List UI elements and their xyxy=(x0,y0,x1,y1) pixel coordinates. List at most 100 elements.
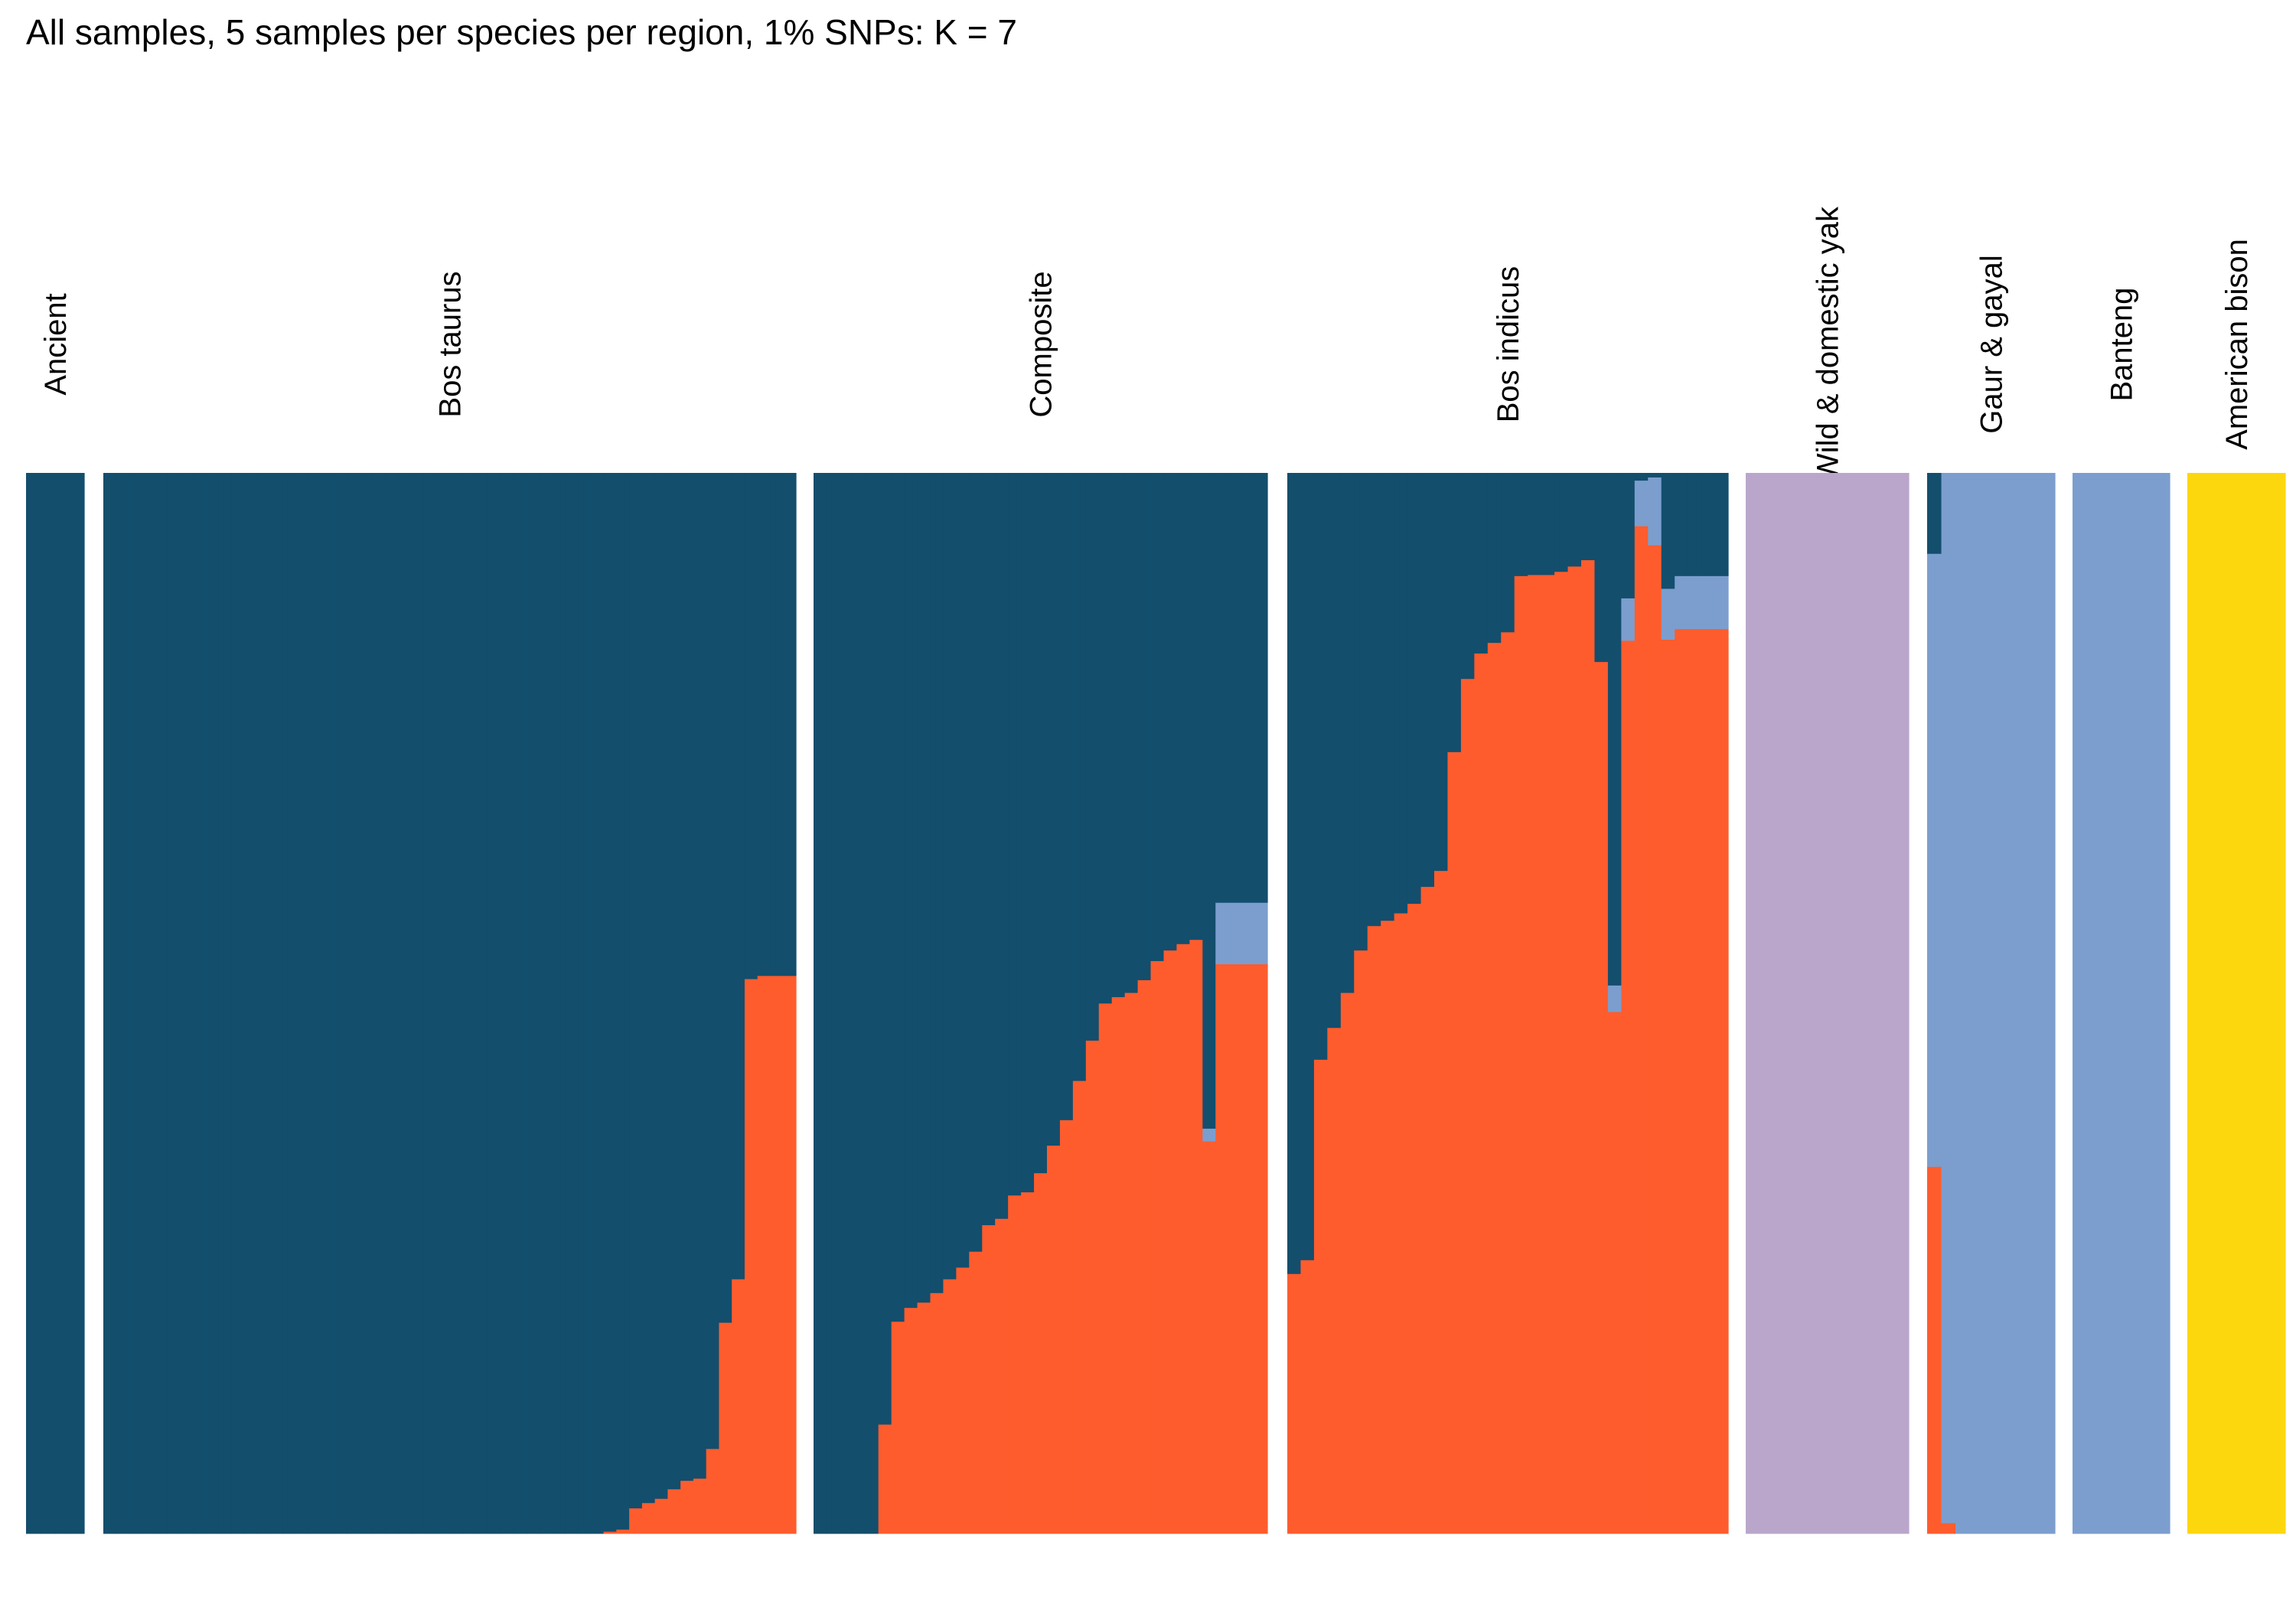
panel-bos-taurus xyxy=(103,473,797,1534)
bar-bos-indicus-15-navy xyxy=(1474,473,1489,654)
bar-american-bison-1-yellow xyxy=(2187,473,2202,1534)
bar-bos-taurus-27-navy xyxy=(436,473,451,1534)
bar-composite-27-navy xyxy=(1150,473,1165,961)
bar-bos-taurus-1-navy xyxy=(103,473,117,1534)
bar-american-bison-6-yellow xyxy=(2257,473,2272,1534)
bar-composite-11-navy xyxy=(943,473,957,1279)
bar-bos-indicus-10-orange xyxy=(1407,903,1422,1534)
bar-composite-9-orange xyxy=(917,1302,931,1534)
bar-composite-22-orange xyxy=(1085,1040,1100,1534)
bar-bos-indicus-33-orange xyxy=(1714,628,1729,1534)
bar-bos-indicus-28-orange xyxy=(1648,545,1662,1534)
bar-composite-9-navy xyxy=(917,473,931,1303)
bar-ancient-1-navy xyxy=(26,473,41,1534)
bar-gaur-and-gayal-8-blue xyxy=(2026,473,2042,1534)
bar-bos-taurus-13-navy xyxy=(257,473,271,1534)
bar-wild-and-domestic-yak-3-mauve xyxy=(1773,473,1787,1534)
bar-composite-11-orange xyxy=(943,1279,957,1534)
bar-composite-10-navy xyxy=(930,473,944,1293)
bar-bos-indicus-30-navy xyxy=(1675,473,1689,576)
group-label-ancient: Ancient xyxy=(39,293,73,395)
bar-american-bison-7-yellow xyxy=(2271,473,2286,1534)
bar-composite-32-orange xyxy=(1215,963,1229,1534)
bar-bos-indicus-5-navy xyxy=(1340,473,1355,993)
bar-gaur-and-gayal-2-blue xyxy=(1941,473,1956,1524)
bar-composite-31-orange xyxy=(1202,1141,1216,1534)
bar-gaur-and-gayal-6-blue xyxy=(1998,473,2013,1534)
group-label-american-bison: American bison xyxy=(2220,239,2254,450)
bar-composite-27-orange xyxy=(1150,960,1165,1534)
bar-gaur-and-gayal-5-blue xyxy=(1984,473,1999,1534)
bar-composite-30-navy xyxy=(1189,473,1203,940)
bar-ancient-4-navy xyxy=(70,473,85,1534)
bar-bos-indicus-16-orange xyxy=(1487,642,1502,1534)
bar-american-bison-2-yellow xyxy=(2201,473,2216,1534)
bar-gaur-and-gayal-3-blue xyxy=(1955,473,1971,1534)
bar-bos-indicus-25-navy xyxy=(1607,473,1622,986)
bar-composite-7-orange xyxy=(891,1321,905,1534)
bar-bos-indicus-26-orange xyxy=(1621,640,1636,1534)
group-labels: Ancient Bos taurus Composite Bos indicus Wil… xyxy=(39,206,2254,482)
panel-gaur-and-gayal xyxy=(1927,473,2056,1534)
bar-bos-taurus-15-navy xyxy=(282,473,296,1534)
bar-bos-taurus-12-navy xyxy=(244,473,258,1534)
bar-bos-indicus-30-orange xyxy=(1675,628,1689,1534)
bar-composite-21-orange xyxy=(1072,1081,1087,1534)
bar-bos-indicus-4-navy xyxy=(1327,473,1342,1028)
panel-composite xyxy=(814,473,1268,1534)
bar-bos-indicus-22-navy xyxy=(1567,473,1582,567)
bar-wild-and-domestic-yak-11-mauve xyxy=(1881,473,1896,1534)
bar-bos-taurus-23-navy xyxy=(385,473,400,1534)
bar-american-bison-5-yellow xyxy=(2243,473,2258,1534)
bar-composite-29-navy xyxy=(1176,473,1190,944)
group-label-bos-indicus: Bos indicus xyxy=(1492,266,1525,423)
bar-bos-indicus-23-navy xyxy=(1581,473,1596,561)
bar-bos-taurus-22-navy xyxy=(372,473,386,1534)
bar-composite-4-navy xyxy=(852,473,866,1534)
bars xyxy=(26,473,2286,1534)
bar-composite-21-navy xyxy=(1072,473,1087,1081)
bar-bos-taurus-20-navy xyxy=(347,473,360,1534)
bar-bos-indicus-19-navy xyxy=(1528,473,1542,575)
bar-bos-indicus-29-blue xyxy=(1661,588,1675,640)
bar-bos-indicus-18-orange xyxy=(1514,575,1528,1534)
bar-bos-indicus-18-navy xyxy=(1514,473,1528,576)
bar-bos-taurus-6-navy xyxy=(167,473,181,1534)
bar-composite-32-navy xyxy=(1215,473,1229,903)
bar-bos-taurus-48-orange xyxy=(706,1449,720,1534)
bar-composite-17-orange xyxy=(1021,1191,1035,1534)
bar-bos-indicus-9-navy xyxy=(1394,473,1408,914)
bar-bos-taurus-37-navy xyxy=(565,473,579,1534)
bar-gaur-and-gayal-2-orange xyxy=(1941,1523,1956,1534)
bar-bos-indicus-22-orange xyxy=(1567,566,1582,1534)
panel-american-bison xyxy=(2187,473,2286,1534)
bar-bos-taurus-40-orange xyxy=(603,1531,617,1534)
bar-bos-indicus-24-navy xyxy=(1594,473,1609,663)
bar-bos-taurus-50-navy xyxy=(732,473,745,1279)
bar-ancient-3-navy xyxy=(55,473,70,1534)
bar-bos-indicus-21-orange xyxy=(1554,571,1569,1534)
bar-gaur-and-gayal-1-navy xyxy=(1927,473,1942,554)
bar-bos-indicus-2-navy xyxy=(1300,473,1315,1260)
bar-composite-29-orange xyxy=(1176,944,1190,1534)
bar-bos-taurus-53-navy xyxy=(770,473,784,976)
bar-bos-taurus-48-navy xyxy=(706,473,720,1449)
bar-bos-taurus-45-navy xyxy=(667,473,681,1490)
bar-bos-taurus-28-navy xyxy=(449,473,463,1534)
bar-composite-33-navy xyxy=(1228,473,1242,903)
bar-bos-indicus-27-orange xyxy=(1634,526,1649,1534)
bar-composite-8-navy xyxy=(904,473,918,1309)
bar-bos-indicus-19-orange xyxy=(1528,575,1542,1534)
bar-bos-taurus-39-navy xyxy=(590,473,605,1534)
bar-bos-indicus-14-navy xyxy=(1460,473,1475,680)
bar-wild-and-domestic-yak-9-mauve xyxy=(1854,473,1869,1534)
bar-bos-taurus-17-navy xyxy=(308,473,322,1534)
bar-banteng-1-blue xyxy=(2073,473,2087,1534)
bar-composite-35-navy xyxy=(1254,473,1268,903)
bar-bos-indicus-1-navy xyxy=(1287,473,1302,1274)
bar-bos-taurus-26-navy xyxy=(423,473,438,1534)
bar-wild-and-domestic-yak-8-mauve xyxy=(1841,473,1855,1534)
bar-composite-28-orange xyxy=(1163,950,1177,1534)
bar-bos-taurus-3-navy xyxy=(129,473,142,1534)
